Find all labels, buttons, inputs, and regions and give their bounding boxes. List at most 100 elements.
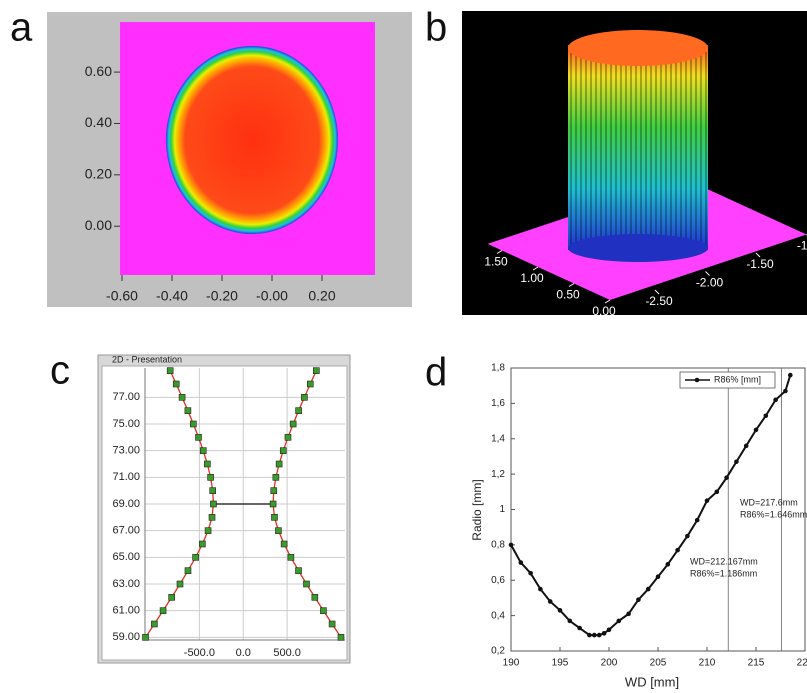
annotation: WD=212.167mm xyxy=(690,556,758,566)
x-tick-label: 200 xyxy=(601,658,618,669)
panel-label: a xyxy=(10,6,33,50)
y-tick-label: 0.20 xyxy=(85,166,112,182)
point xyxy=(273,474,279,480)
point xyxy=(602,631,607,636)
panel-label: b xyxy=(425,6,447,50)
window-title: 2D - Presentation xyxy=(112,354,182,364)
point xyxy=(338,634,344,640)
point xyxy=(190,421,196,427)
y-tick-label: 0.60 xyxy=(85,63,112,79)
x-tick-label: -500.0 xyxy=(184,647,215,659)
point xyxy=(288,554,294,560)
point xyxy=(193,554,199,560)
point xyxy=(577,626,582,631)
point xyxy=(695,518,700,523)
y-axis-label: Radio [mm] xyxy=(470,479,484,540)
y-tick-label: 77.00 xyxy=(112,391,140,403)
point xyxy=(204,461,210,467)
y-tick-label: 0.50 xyxy=(556,288,580,302)
point xyxy=(167,368,173,374)
point xyxy=(143,634,149,640)
point xyxy=(205,528,211,534)
beam-spot xyxy=(166,46,338,234)
point xyxy=(783,389,788,394)
y-tick-label: 1,8 xyxy=(491,363,505,374)
point xyxy=(538,587,543,592)
point xyxy=(160,608,166,614)
x-tick-label: -1.50 xyxy=(746,257,774,271)
point xyxy=(151,621,157,627)
point xyxy=(592,633,597,638)
point xyxy=(528,571,533,576)
point xyxy=(519,560,524,565)
figure: -0.60-0.40-0.20-0.000.200.000.200.400.60… xyxy=(0,0,807,693)
y-tick-label: 73.00 xyxy=(112,445,140,457)
x-axis-label: WD [mm] xyxy=(625,674,679,689)
x-tick-label: 210 xyxy=(699,658,716,669)
point xyxy=(587,633,592,638)
x-tick-label: 215 xyxy=(748,658,765,669)
y-tick-label: 61.00 xyxy=(112,605,140,617)
legend-label: R86% [mm] xyxy=(714,374,761,384)
x-tick-label: 195 xyxy=(552,658,569,669)
y-tick-label: 0,2 xyxy=(491,646,505,657)
point xyxy=(764,413,769,418)
x-tick-label: -0.60 xyxy=(106,288,138,304)
legend-marker xyxy=(695,378,700,383)
point xyxy=(509,543,514,548)
y-tick-label: 0,4 xyxy=(491,610,505,621)
point xyxy=(607,627,612,632)
point xyxy=(275,528,281,534)
y-tick-label: 0,8 xyxy=(491,540,505,551)
point xyxy=(285,434,291,440)
point xyxy=(656,574,661,579)
y-tick-label: 75.00 xyxy=(112,418,140,430)
beam-base xyxy=(568,234,708,262)
point xyxy=(320,608,326,614)
point xyxy=(734,459,739,464)
point xyxy=(675,548,680,553)
point xyxy=(788,373,793,378)
point xyxy=(185,568,191,574)
point xyxy=(646,587,651,592)
y-tick-label: 0,6 xyxy=(491,575,505,586)
y-tick-label: 71.00 xyxy=(112,471,140,483)
x-tick-label: -1.00 xyxy=(797,239,807,253)
point xyxy=(685,534,690,539)
x-tick-label: 500.0 xyxy=(273,647,301,659)
point xyxy=(724,475,729,480)
point xyxy=(200,448,206,454)
point xyxy=(281,541,287,547)
point xyxy=(271,514,277,520)
x-tick-label: -0.20 xyxy=(206,288,238,304)
x-tick-label: -0.00 xyxy=(256,288,288,304)
point xyxy=(617,619,622,624)
point xyxy=(210,488,216,494)
beam-texture xyxy=(568,45,708,250)
point xyxy=(210,501,216,507)
x-tick-label: -0.40 xyxy=(156,288,188,304)
y-tick-label: 1,2 xyxy=(491,469,505,480)
point xyxy=(179,394,185,400)
y-tick-label: 63.00 xyxy=(112,578,140,590)
point xyxy=(754,428,759,433)
point xyxy=(196,434,202,440)
point xyxy=(313,368,319,374)
y-tick-label: 69.00 xyxy=(112,498,140,510)
point xyxy=(208,474,214,480)
annotation: R86%=1.186mm xyxy=(690,568,757,578)
x-tick-label: 205 xyxy=(650,658,667,669)
y-tick-label: 1.00 xyxy=(520,271,544,285)
y-tick-label: 1,4 xyxy=(491,433,505,444)
point xyxy=(199,541,205,547)
point xyxy=(271,488,277,494)
y-tick-label: 65.00 xyxy=(112,551,140,563)
point xyxy=(307,381,313,387)
point xyxy=(296,408,302,414)
y-tick-label: 0.40 xyxy=(85,114,112,130)
panel-label: c xyxy=(50,349,70,393)
panel-label: d xyxy=(425,351,447,395)
x-tick-label: 190 xyxy=(503,658,520,669)
point xyxy=(177,581,183,587)
point xyxy=(185,408,191,414)
